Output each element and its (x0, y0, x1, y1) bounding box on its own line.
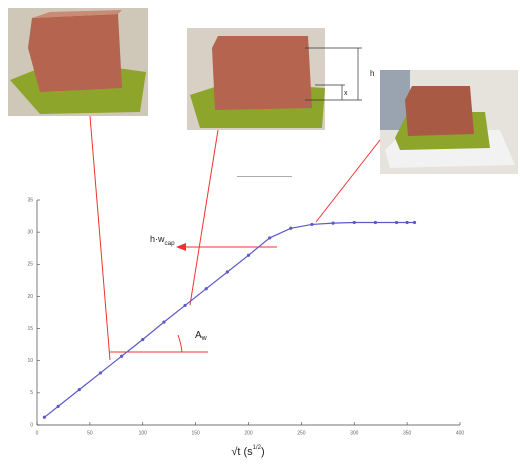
arrow-head (176, 243, 186, 251)
x-tick-label: 150 (191, 430, 200, 436)
photo-2 (187, 28, 362, 130)
annotation: h (370, 69, 374, 78)
chart: ——————————— 0 50 100 150 200 250 300 350 400 0 5 10… (0, 0, 520, 466)
data-point (289, 227, 292, 230)
annotation: x (344, 90, 348, 97)
y-tick-label: 25 (27, 262, 33, 268)
data-point (247, 254, 250, 257)
x-tick-label: 200 (244, 430, 253, 436)
y-tick-label: 20 (27, 294, 33, 300)
photo-3 (380, 70, 518, 174)
y-tick-label: 30 (27, 229, 33, 235)
caption-line: ——————————— (237, 173, 292, 179)
data-point (141, 338, 144, 341)
data-point (413, 221, 416, 224)
data-point (395, 221, 398, 224)
x-tick-label: 0 (36, 430, 39, 436)
x-tick-label: 250 (297, 430, 306, 436)
data-point (226, 270, 229, 273)
data-point (268, 236, 271, 239)
data-point (205, 287, 208, 290)
series-line (44, 223, 414, 418)
y-tick-label: 0 (30, 422, 33, 428)
data-point (120, 355, 123, 358)
angle-arc (178, 335, 182, 352)
x-tick-label: 50 (87, 430, 93, 436)
annotation: Aw (195, 330, 208, 342)
connectors (90, 116, 380, 360)
x-tick-label: 300 (350, 430, 359, 436)
annotation-sub: w (201, 335, 208, 342)
x-label-main: √t (s (231, 446, 253, 458)
x-tick-label: 400 (456, 430, 465, 436)
photo-1 (8, 8, 148, 116)
data-point (78, 388, 81, 391)
annotation-text: h (370, 69, 374, 78)
y-tick-label: 35 (27, 197, 33, 203)
data-point (99, 371, 102, 374)
data-point (310, 223, 313, 226)
annotation-sub: cap (165, 240, 176, 247)
data-point (43, 416, 46, 419)
x-tick-label: 350 (403, 430, 412, 436)
data-point (332, 222, 335, 225)
x-axis-label: √t (s1/2) (231, 445, 264, 458)
y-tick-label: 5 (30, 390, 33, 396)
data-point (57, 405, 60, 408)
data-point (162, 321, 165, 324)
x-tick-label: 100 (139, 430, 148, 436)
data-point (406, 221, 409, 224)
annotation-text: x (344, 90, 348, 97)
data-point (374, 221, 377, 224)
y-tick-label: 15 (27, 326, 33, 332)
x-label-close: ) (261, 446, 265, 458)
data-point (183, 304, 186, 307)
annotation-text: h·w (150, 234, 165, 244)
annotation: h·wcap (150, 234, 175, 246)
data-point (353, 221, 356, 224)
y-tick-label: 10 (27, 358, 33, 364)
